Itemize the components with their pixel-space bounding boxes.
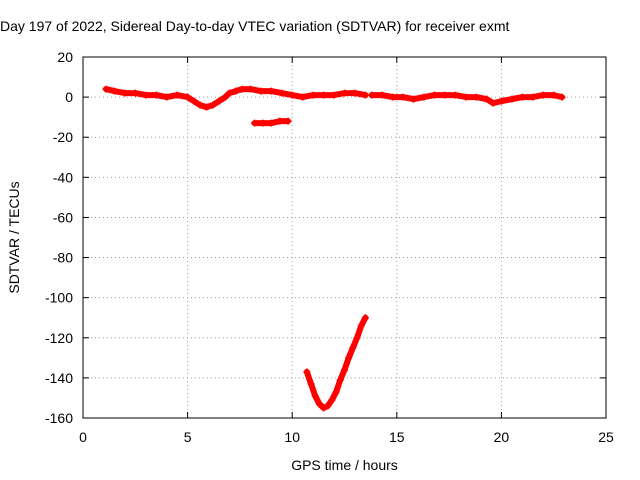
data-point [202,103,210,111]
data-point [276,117,284,125]
data-point [225,89,233,97]
data-point [441,91,449,99]
data-point [221,93,229,101]
x-tick-label: 0 [79,429,87,445]
data-point [518,93,526,101]
data-point [430,91,438,99]
data-point [284,117,292,125]
y-tick-label: -140 [45,370,73,386]
y-tick-label: -60 [53,209,73,225]
data-point [410,95,418,103]
y-tick-label: -20 [53,129,73,145]
data-point [361,91,369,99]
y-tick-label: -100 [45,290,73,306]
data-point [529,93,537,101]
data-point [378,91,386,99]
data-point [349,344,357,352]
data-point [336,376,344,384]
data-point [173,91,181,99]
data-point [483,95,491,103]
x-tick-label: 15 [389,429,405,445]
data-point [550,91,558,99]
data-point [320,91,328,99]
data-point [497,97,505,105]
data-point [102,85,110,93]
data-points [102,85,566,412]
data-point [451,91,459,99]
data-point [267,119,275,127]
data-point [539,91,547,99]
data-point [190,97,198,105]
x-tick-label: 25 [598,429,614,445]
data-point [330,91,338,99]
data-point [309,91,317,99]
data-point [307,380,315,388]
data-point [257,87,265,95]
data-point [328,396,336,404]
data-point [508,95,516,103]
data-point [278,89,286,97]
data-point [232,87,240,95]
data-point [209,101,217,109]
data-point [341,366,348,374]
data-point [351,89,359,97]
series-3 [303,314,369,412]
x-axis-label: GPS time / hours [291,457,398,473]
data-point [303,368,311,376]
y-tick-label: -120 [45,330,73,346]
y-tick-label: -40 [53,169,73,185]
data-point [238,85,246,93]
data-point [288,91,296,99]
data-point [368,91,376,99]
data-point [353,334,361,342]
data-point [420,93,428,101]
x-tick-label: 5 [184,429,192,445]
data-point [163,93,171,101]
data-point [131,89,139,97]
data-point [299,93,307,101]
data-point [259,119,267,127]
data-point [121,89,129,97]
y-tick-label: -80 [53,250,73,266]
data-point [315,400,323,408]
data-point [472,93,480,101]
data-point [246,85,254,93]
data-point [196,101,204,109]
series-4 [368,91,566,107]
data-point [184,93,192,101]
data-point [399,93,407,101]
data-point [462,93,470,101]
data-point [311,392,319,400]
data-point [345,354,353,362]
data-point [389,93,397,101]
data-point [152,91,160,99]
plot-frame [82,56,607,419]
data-point [251,119,259,127]
x-tick-label: 10 [284,429,300,445]
series-1 [102,85,369,111]
data-point [142,91,150,99]
series-2 [251,117,292,127]
data-point [320,404,328,412]
data-point [558,93,566,101]
y-tick-label: 0 [65,89,73,105]
data-point [489,99,497,107]
y-axis-label: SDTVAR / TECUs [6,181,22,293]
data-point [357,322,365,330]
y-tick-label: 20 [57,49,73,65]
data-point [361,314,369,322]
data-point [215,97,223,105]
axes: 0 5 10 15 20 25 20 0 -20 -40 -60 -80 -100 -120 -140 -16… [45,49,614,445]
y-tick-label: -160 [45,410,73,426]
chart-title: Day 197 of 2022, Sidereal Day-to-day VTE… [0,18,510,34]
data-point [110,87,118,95]
data-point [332,388,340,396]
data-point [267,87,275,95]
x-tick-label: 20 [494,429,510,445]
data-point [324,402,332,410]
grid-lines [83,57,606,418]
data-point [341,89,348,97]
